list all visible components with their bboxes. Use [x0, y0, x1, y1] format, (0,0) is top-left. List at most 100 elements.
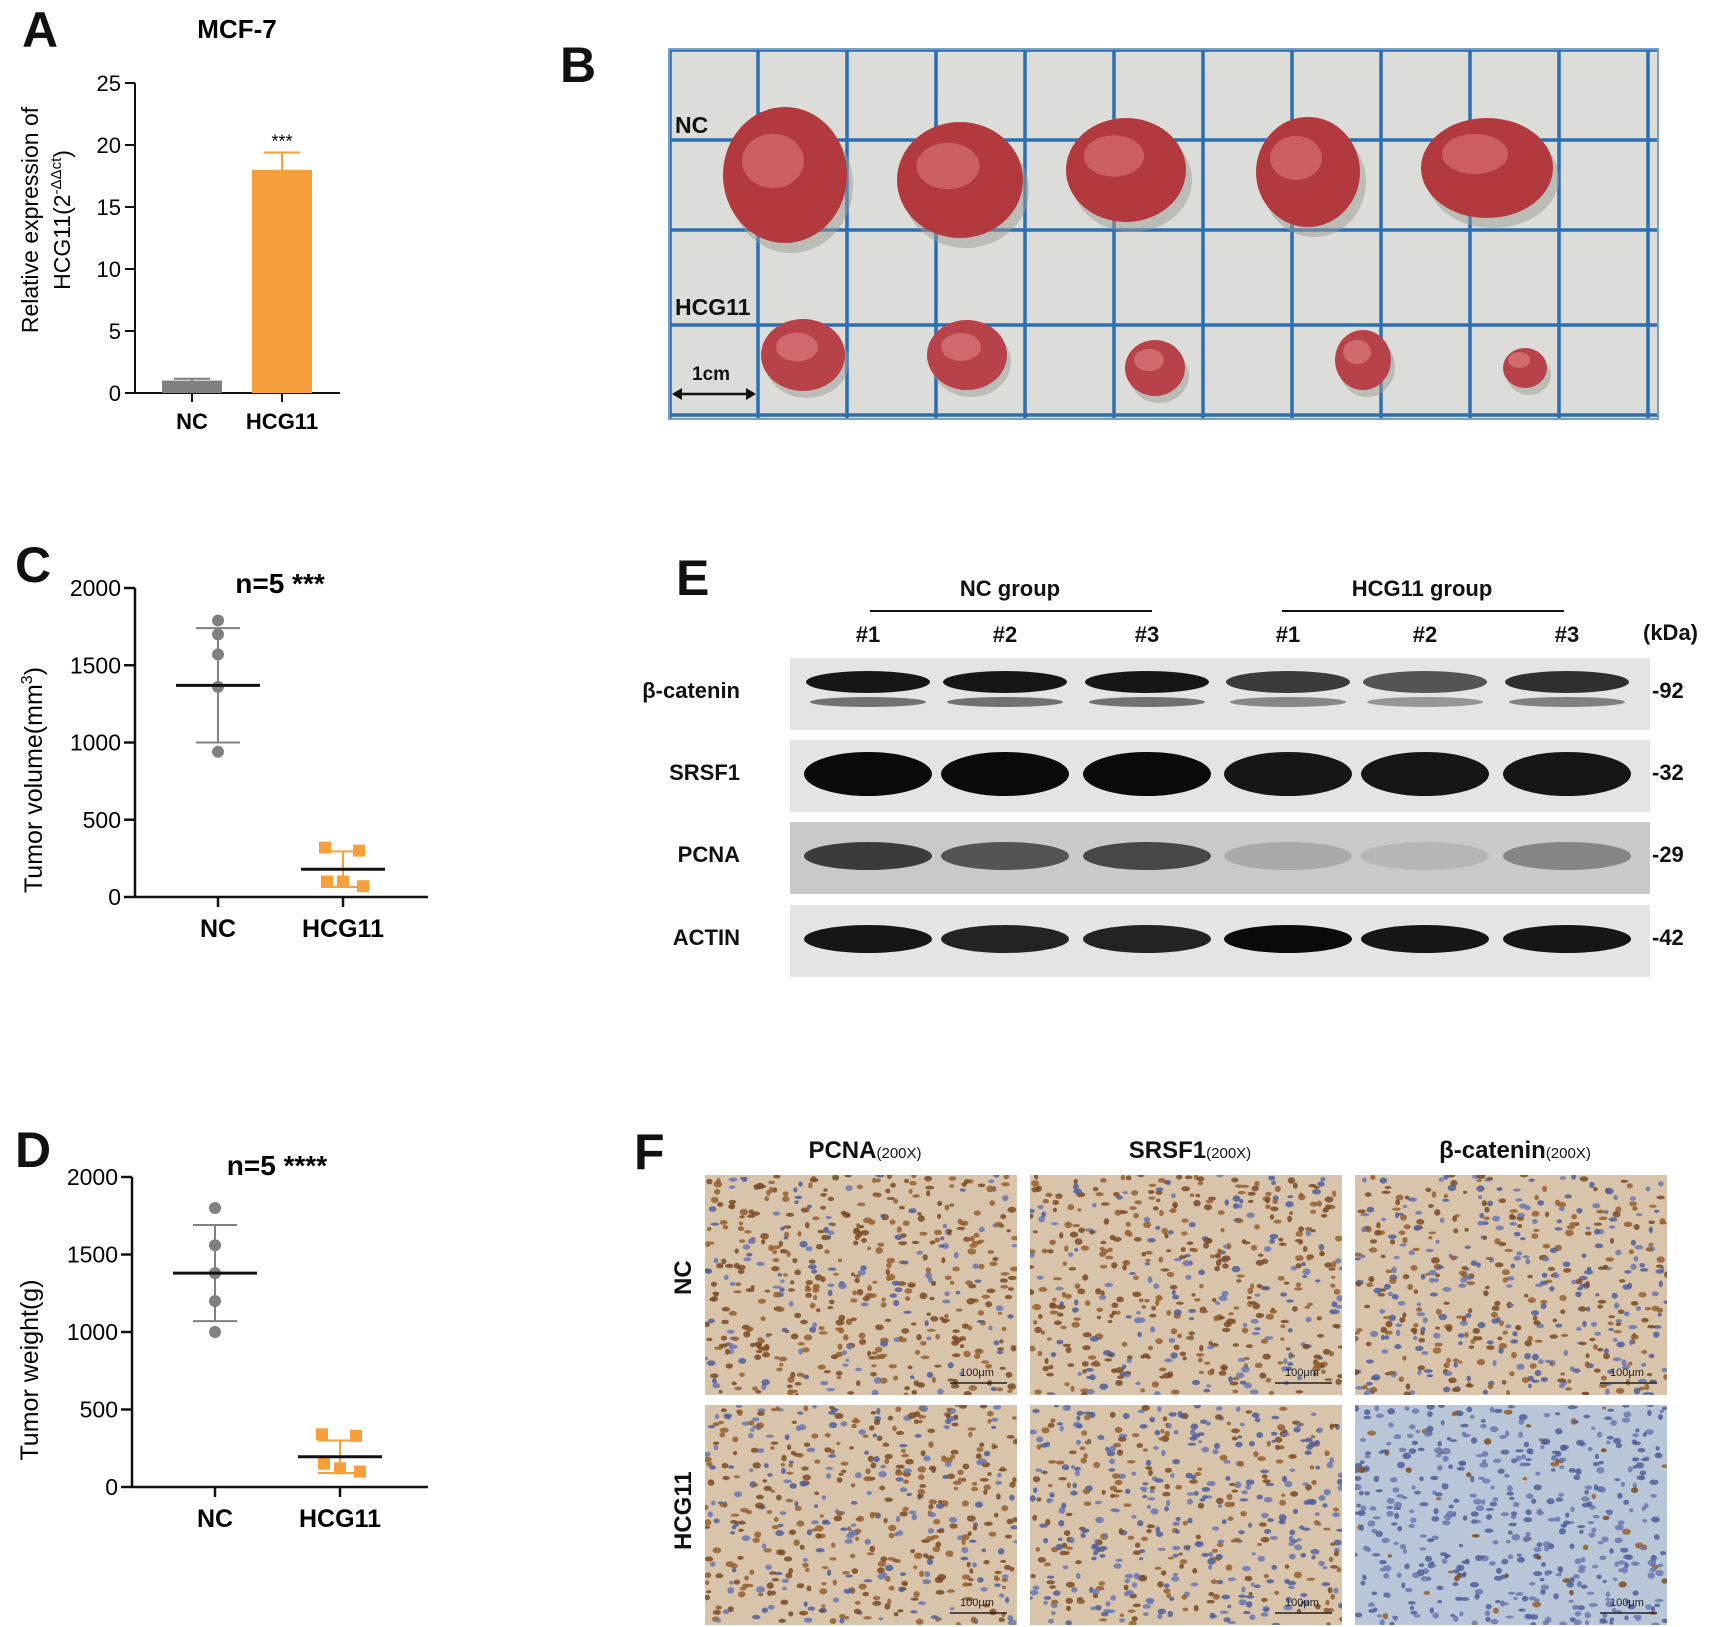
x-tick-label: NC: [197, 1505, 233, 1533]
blot-band: [941, 842, 1069, 870]
panel-letter-d: D: [15, 1122, 52, 1178]
blot-band: [1361, 842, 1489, 870]
data-point: [209, 1202, 221, 1214]
blot-group-hcg11-line: [1282, 610, 1564, 612]
scatter-chart-tumor-weight: n=5 **** Tumor weight(g) 0 500 1000 1500 200…: [16, 1150, 428, 1533]
blot-band: [1361, 925, 1489, 953]
data-point: [212, 628, 224, 641]
blot-band: [1367, 697, 1483, 707]
blot-strip: [790, 822, 1650, 894]
blot-band: [1230, 697, 1346, 707]
western-blot-panel: NC group HCG11 group #1 #2 #3 #1 #2 #3 (kDa) …: [642, 570, 1711, 990]
blot-band: [806, 671, 930, 693]
blot-band: [1083, 842, 1211, 870]
y-tick-label: 0: [108, 884, 121, 910]
y-tick-label: 20: [97, 133, 121, 158]
blot-strip: [790, 905, 1650, 977]
blot-lane-label: #3: [1554, 622, 1580, 647]
blot-kda-marker: -92: [1652, 678, 1684, 703]
ihc-row-label-nc: NC: [670, 1260, 697, 1295]
photo-label-nc: NC: [675, 112, 709, 138]
data-point: [350, 1429, 362, 1442]
tumor-photo: NC HCG11 1cm: [668, 48, 1659, 420]
tumor-highlight: [1442, 134, 1508, 174]
ihc-marker-name: SRSF1: [1128, 1137, 1207, 1164]
blot-row-label: SRSF1: [669, 760, 740, 785]
data-point: [321, 875, 333, 888]
x-tick-label: HCG11: [246, 409, 318, 434]
ihc-tissue: [705, 1405, 1017, 1625]
blot-band: [1503, 925, 1631, 953]
ihc-tissue: [1030, 1405, 1342, 1625]
chart-a-title: MCF-7: [197, 14, 276, 44]
scale-bar-label: 100μm: [960, 1597, 994, 1609]
blot-kda-marker: -29: [1652, 842, 1684, 867]
data-point: [318, 1457, 330, 1470]
blot-kda-unit: (kDa): [1643, 620, 1699, 645]
tumor-highlight: [1134, 348, 1164, 372]
panel-letter-c: C: [15, 537, 52, 593]
chart-a-ylabel-line1: Relative expression of: [17, 106, 43, 333]
y-tick-label: 2000: [67, 1164, 118, 1190]
ihc-magnification: (200X): [1206, 1145, 1252, 1162]
x-tick-label: HCG11: [302, 915, 384, 943]
blot-band: [1361, 752, 1489, 796]
ihc-magnification: (200X): [876, 1145, 922, 1162]
blot-band: [1224, 925, 1352, 953]
blot-lane-label: #2: [1412, 622, 1438, 647]
blot-strip: [790, 658, 1650, 730]
scale-arrowhead: [672, 388, 682, 400]
ihc-column-title: β-catenin(200X): [1355, 1137, 1675, 1165]
blot-group-hcg11: HCG11 group: [1351, 576, 1493, 601]
blot-band: [810, 697, 926, 707]
ihc-tile: 100μm: [1355, 1405, 1667, 1625]
data-point: [212, 648, 224, 661]
chart-c-title: n=5 ***: [235, 568, 325, 599]
scale-bar-label: 100μm: [1610, 1367, 1644, 1379]
blot-lane-label: #1: [855, 622, 881, 647]
data-point: [334, 1462, 346, 1475]
blot-band: [804, 925, 932, 953]
data-point: [209, 1326, 221, 1338]
blot-band: [1509, 697, 1625, 707]
ihc-marker-name: PCNA: [808, 1137, 877, 1164]
x-tick-label: NC: [200, 915, 236, 943]
chart-d-title: n=5 ****: [227, 1150, 327, 1181]
photo-label-hcg11: HCG11: [675, 294, 751, 320]
data-point: [212, 680, 224, 693]
bar-chart-hcg11-expression: MCF-7 Relative expression of HCG11(2-ΔΔc…: [17, 14, 340, 434]
data-point: [209, 1239, 221, 1252]
ihc-tile: 100μm: [1355, 1175, 1667, 1395]
blot-kda-marker: -32: [1652, 760, 1684, 785]
y-tick-label: 5: [109, 319, 121, 344]
data-point: [319, 841, 331, 854]
ihc-magnification: (200X): [1545, 1145, 1591, 1162]
ihc-marker-name: β-catenin: [1439, 1137, 1546, 1164]
blot-band: [941, 925, 1069, 953]
bar-nc: [162, 380, 222, 393]
y-tick-label: 500: [80, 1397, 118, 1423]
blot-band: [1224, 752, 1352, 796]
scatter-chart-tumor-volume: n=5 *** Tumor volume(mm3) 0 500 1000 1500 20…: [19, 568, 428, 943]
ihc-tile: 100μm: [705, 1405, 1017, 1625]
y-tick-label: 0: [105, 1474, 118, 1500]
ihc-column-title: PCNA(200X): [705, 1137, 1025, 1165]
data-point: [357, 880, 369, 893]
ihc-tissue: [705, 1175, 1017, 1395]
blot-row-label: ACTIN: [672, 925, 740, 950]
panel-letter-a: A: [22, 2, 59, 58]
bar-hcg11: [252, 169, 312, 393]
tumor-highlight: [916, 142, 980, 190]
data-point: [212, 745, 224, 758]
panel-letter-b: B: [560, 37, 597, 93]
blot-band: [947, 697, 1063, 707]
tumor-highlight: [742, 133, 804, 189]
ihc-row-label-hcg11: HCG11: [670, 1471, 697, 1550]
scale-bar-label: 100μm: [1285, 1597, 1319, 1609]
scale-bar-label: 100μm: [960, 1367, 994, 1379]
blot-band: [1083, 752, 1211, 796]
tumor-highlight: [1343, 340, 1371, 364]
tumor-photo-grid: [668, 48, 1657, 418]
blot-band: [804, 842, 932, 870]
blot-band: [1226, 671, 1350, 693]
